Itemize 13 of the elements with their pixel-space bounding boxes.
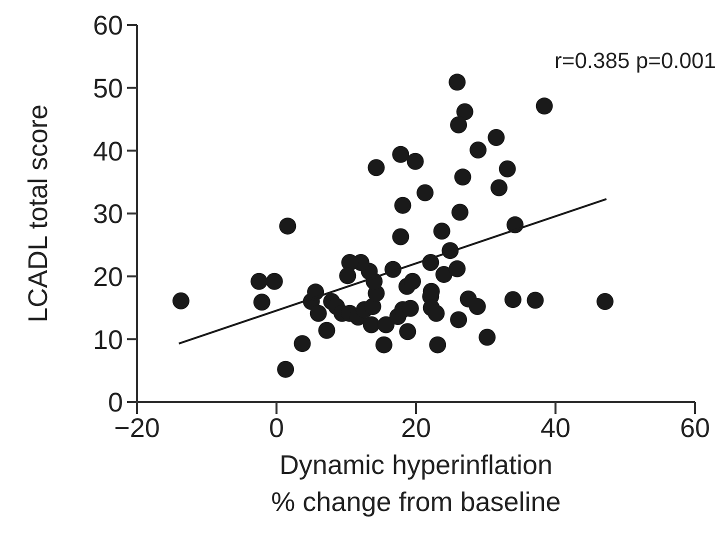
- y-axis-title: LCADL total score: [23, 104, 53, 323]
- y-tick-label: 30: [92, 199, 123, 230]
- y-tick-label: 20: [92, 262, 123, 292]
- x-tick-label: 60: [680, 413, 710, 444]
- y-tick-label: 40: [92, 136, 123, 166]
- y-tick-label: 60: [92, 10, 123, 41]
- x-axis-title: Dynamic hyperinflation % change from baseline: [271, 450, 561, 517]
- annotation: r=0.385 p=0.001: [554, 48, 716, 74]
- y-tick-label: 10: [92, 324, 123, 355]
- x-tick-label: 20: [400, 413, 432, 444]
- y-tick-label: 50: [92, 73, 123, 104]
- x-tick-label: 0: [268, 413, 284, 444]
- x-tick-label: 40: [540, 413, 571, 444]
